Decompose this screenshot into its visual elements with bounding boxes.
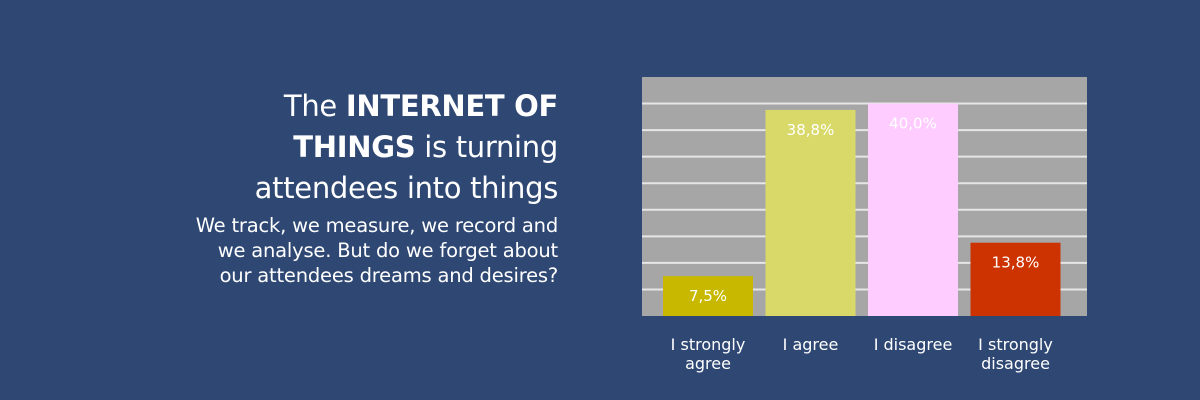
category-label-3: I disagree: [874, 335, 953, 354]
category-label-3-line-1: I disagree: [874, 335, 953, 354]
headline-line-2-suffix: is turning: [415, 130, 558, 164]
value-label-3: 40,0%: [889, 115, 937, 133]
bar-4: [970, 242, 1061, 316]
headline-line-1-strong: INTERNET OF: [345, 89, 558, 123]
subtext-line-1: We track, we measure, we record and: [195, 214, 558, 237]
category-label-4-line-1: I strongly: [978, 335, 1053, 354]
headline-line-2-strong: THINGS: [293, 130, 416, 164]
subtext-line-2: we analyse. But do we forget about: [217, 239, 558, 262]
headline-line-2: THINGS is turning: [293, 130, 558, 164]
category-label-2: I agree: [783, 335, 839, 354]
bar-3: [868, 103, 958, 316]
bar-2: [765, 109, 856, 316]
subtext-line-3: our attendees dreams and desires?: [219, 264, 559, 287]
headline-line-3: attendees into things: [254, 171, 559, 205]
subtext: We track, we measure, we record and we a…: [140, 213, 558, 288]
category-label-1-line-1: I strongly: [671, 335, 746, 354]
category-label-2-line-1: I agree: [783, 335, 839, 354]
bar-1: [663, 276, 753, 316]
category-label-4-line-2: disagree: [981, 354, 1050, 373]
headline-line-1-prefix: The: [283, 89, 346, 123]
value-label-2: 38,8%: [787, 121, 835, 139]
headline-line-1: The INTERNET OF: [284, 89, 558, 123]
headline-block: The INTERNET OF THINGS is turning attend…: [140, 86, 559, 288]
category-label-1: I strongly agree: [671, 335, 746, 373]
value-label-4: 13,8%: [992, 254, 1040, 272]
category-label-4: I strongly disagree: [978, 335, 1053, 373]
headline: The INTERNET OF THINGS is turning attend…: [140, 86, 559, 209]
category-label-1-line-2: agree: [685, 354, 731, 373]
value-label-1: 7,5%: [689, 287, 727, 305]
